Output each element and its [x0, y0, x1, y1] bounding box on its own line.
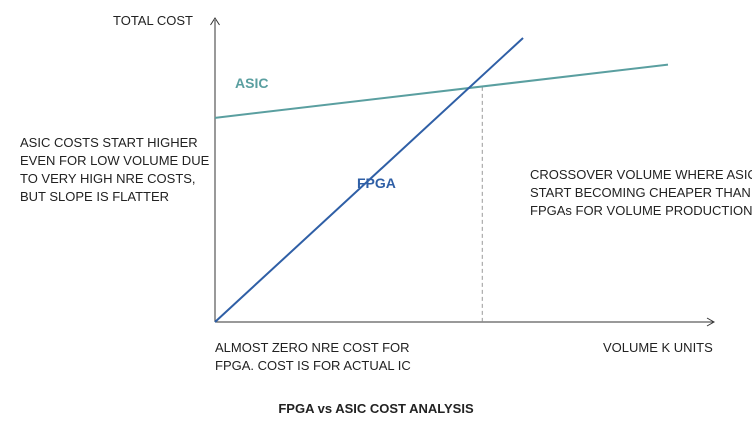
- fpga-annotation: ALMOST ZERO NRE COST FOR FPGA. COST IS F…: [215, 340, 411, 373]
- chart-title: FPGA vs ASIC COST ANALYSIS: [278, 401, 474, 416]
- crossover-annotation: CROSSOVER VOLUME WHERE ASICs START BECOM…: [530, 167, 752, 218]
- x-axis-arrow: [706, 317, 716, 327]
- fpga-series-label: FPGA: [357, 175, 396, 191]
- y-axis-label: TOTAL COST: [113, 13, 193, 28]
- fpga-series-line: [214, 37, 524, 323]
- y-axis-arrow: [210, 17, 220, 26]
- x-axis-label: VOLUME K UNITS: [603, 340, 713, 355]
- asic-annotation: ASIC COSTS START HIGHER EVEN FOR LOW VOL…: [20, 135, 210, 204]
- asic-series-label: ASIC: [235, 75, 269, 91]
- asic-series-line: [214, 63, 669, 119]
